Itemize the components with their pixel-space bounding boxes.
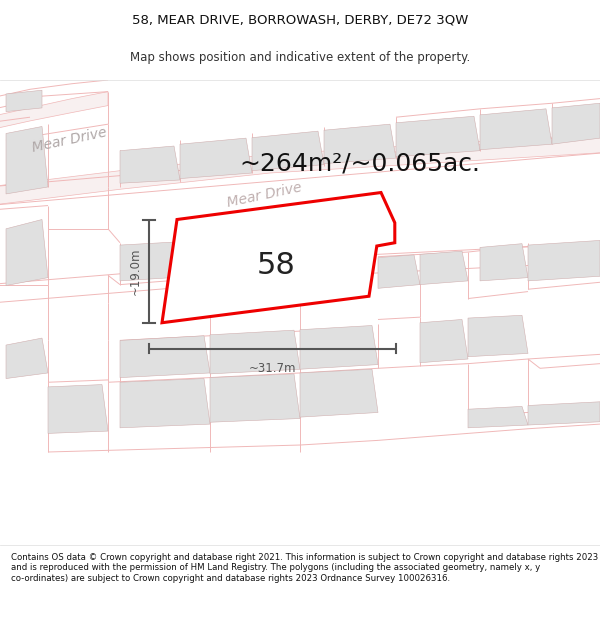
Polygon shape xyxy=(468,406,528,428)
Text: ~264m²/~0.065ac.: ~264m²/~0.065ac. xyxy=(239,152,481,176)
Polygon shape xyxy=(300,326,378,369)
Text: Map shows position and indicative extent of the property.: Map shows position and indicative extent… xyxy=(130,51,470,64)
Polygon shape xyxy=(396,116,480,157)
Polygon shape xyxy=(120,379,210,428)
Text: Mear Drive: Mear Drive xyxy=(226,181,302,210)
Polygon shape xyxy=(528,402,600,425)
Polygon shape xyxy=(120,336,210,377)
Text: Mear Drive: Mear Drive xyxy=(31,126,107,155)
Polygon shape xyxy=(0,92,108,130)
Polygon shape xyxy=(120,241,210,281)
Text: 58: 58 xyxy=(257,251,295,281)
Polygon shape xyxy=(468,315,528,357)
Polygon shape xyxy=(6,219,48,286)
Polygon shape xyxy=(6,90,42,112)
Polygon shape xyxy=(48,384,108,433)
Polygon shape xyxy=(480,109,552,150)
Polygon shape xyxy=(420,251,468,284)
Polygon shape xyxy=(0,134,600,206)
Polygon shape xyxy=(6,338,48,379)
Polygon shape xyxy=(210,234,300,272)
Polygon shape xyxy=(378,255,420,288)
Polygon shape xyxy=(6,126,48,194)
Polygon shape xyxy=(324,124,396,164)
Polygon shape xyxy=(420,319,468,362)
Polygon shape xyxy=(480,244,528,281)
Polygon shape xyxy=(300,369,378,417)
Text: ~19.0m: ~19.0m xyxy=(129,248,142,295)
Polygon shape xyxy=(180,138,252,179)
Text: 58, MEAR DRIVE, BORROWASH, DERBY, DE72 3QW: 58, MEAR DRIVE, BORROWASH, DERBY, DE72 3… xyxy=(132,14,468,26)
Polygon shape xyxy=(210,330,300,374)
Polygon shape xyxy=(210,374,300,423)
Polygon shape xyxy=(162,192,395,322)
Polygon shape xyxy=(252,131,324,171)
Polygon shape xyxy=(120,146,180,183)
Polygon shape xyxy=(528,241,600,281)
Text: Contains OS data © Crown copyright and database right 2021. This information is : Contains OS data © Crown copyright and d… xyxy=(11,553,598,582)
Polygon shape xyxy=(552,103,600,144)
Text: ~31.7m: ~31.7m xyxy=(248,362,296,375)
